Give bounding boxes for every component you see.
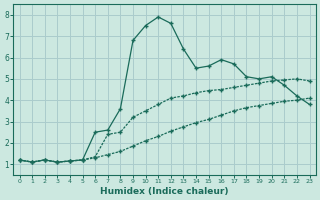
X-axis label: Humidex (Indice chaleur): Humidex (Indice chaleur) [100, 187, 229, 196]
